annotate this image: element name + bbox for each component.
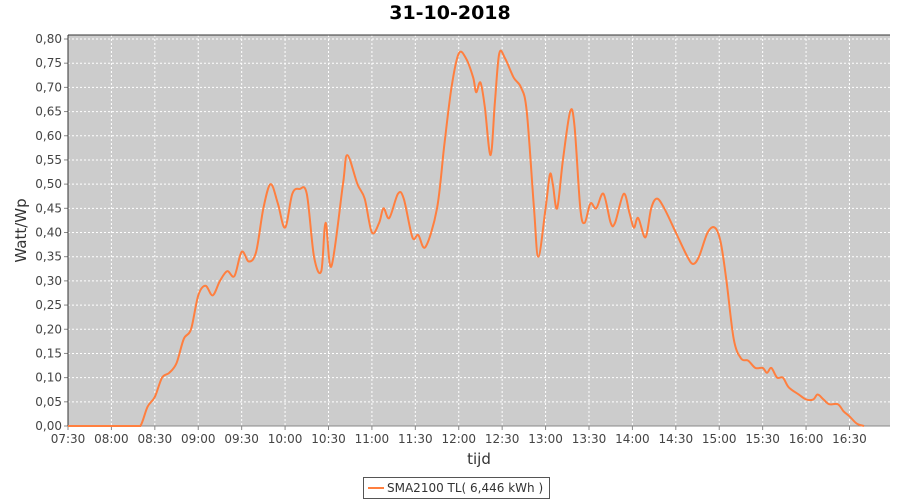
x-tick-label: 11:00	[355, 432, 390, 446]
legend: SMA2100 TL( 6,446 kWh )	[363, 477, 551, 499]
line-chart: 0,00 0,05 0,10 0,15 0,20 0,25 0,30 0,35 0,40 0,45…	[12, 32, 890, 468]
y-tick-label: 0,55	[35, 153, 62, 167]
x-tick-label: 13:30	[572, 432, 607, 446]
legend-swatch	[368, 487, 384, 489]
legend-label: SMA2100 TL( 6,446 kWh )	[387, 481, 544, 495]
y-tick-label: 0,05	[35, 395, 62, 409]
x-tick-label: 16:00	[789, 432, 824, 446]
x-tick-label: 15:30	[745, 432, 780, 446]
y-tick-label: 0,20	[35, 322, 62, 336]
plot-area	[68, 35, 890, 426]
x-tick-label: 10:00	[268, 432, 303, 446]
chart-title: 31-10-2018	[389, 2, 511, 24]
x-tick-label: 16:30	[832, 432, 867, 446]
y-tick-label: 0,00	[35, 419, 62, 433]
y-tick-label: 0,25	[35, 298, 62, 312]
x-tick-label: 07:30	[51, 432, 86, 446]
y-tick-label: 0,10	[35, 371, 62, 385]
y-tick-label: 0,30	[35, 274, 62, 288]
y-tick-label: 0,45	[35, 201, 62, 215]
y-tick-label: 0,50	[35, 177, 62, 191]
y-axis-label: Watt/Wp	[12, 198, 30, 262]
y-tick-label: 0,75	[35, 56, 62, 70]
x-tick-label: 12:00	[441, 432, 476, 446]
x-axis-label: tijd	[467, 450, 491, 468]
x-tick-label: 12:30	[485, 432, 520, 446]
x-tick-label: 08:00	[94, 432, 129, 446]
y-tick-label: 0,35	[35, 250, 62, 264]
y-tick-label: 0,65	[35, 105, 62, 119]
y-tick-label: 0,70	[35, 80, 62, 94]
x-tick-label: 14:30	[659, 432, 694, 446]
y-tick-label: 0,15	[35, 346, 62, 360]
x-tick-label: 08:30	[138, 432, 173, 446]
y-tick-label: 0,80	[35, 32, 62, 46]
series-line	[68, 49, 865, 427]
x-tick-label: 14:00	[615, 432, 650, 446]
x-tick-label: 13:00	[528, 432, 563, 446]
y-tick-label: 0,60	[35, 129, 62, 143]
x-tick-label: 09:30	[224, 432, 259, 446]
x-tick-label: 15:00	[702, 432, 737, 446]
x-tick-label: 10:30	[311, 432, 346, 446]
x-tick-label: 09:00	[181, 432, 216, 446]
x-tick-label: 11:30	[398, 432, 433, 446]
y-tick-label: 0,40	[35, 226, 62, 240]
